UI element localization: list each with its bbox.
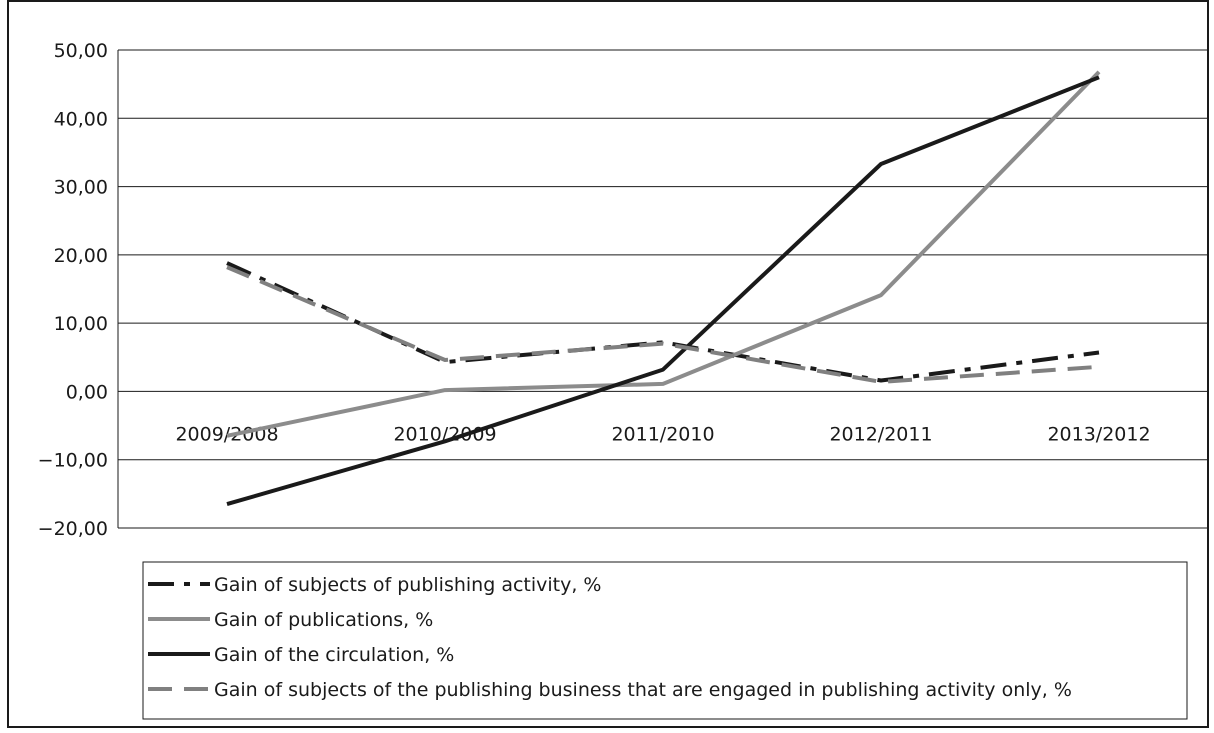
series-lines [226,70,1101,507]
gridlines [117,49,1208,529]
y-tick-label: −10,00 [38,450,108,472]
series-line-2 [226,70,1101,438]
y-tick-label: 50,00 [54,40,108,62]
x-tick-label: 2011/2010 [611,423,714,445]
y-tick-label: 40,00 [54,108,108,130]
legend-box [142,561,1188,720]
legend-label: Gain of subjects of publishing activity,… [214,574,602,596]
chart-frame [7,0,1209,728]
y-tick-label: 10,00 [54,313,108,335]
series-line-4 [226,265,1100,384]
y-tick-label: 0,00 [66,381,108,403]
outer-frame [7,0,1209,728]
series-line-3 [226,75,1100,507]
legend-label: Gain of the circulation, % [214,644,454,666]
y-tick-label: −20,00 [38,518,108,540]
legend-label: Gain of publications, % [214,609,433,631]
series-line-1 [226,261,1100,383]
legend-label: Gain of subjects of the publishing busin… [214,679,1072,701]
x-axis-ticks: 2009/2008 2010/2009 2011/2010 2012/2011 2013… [175,423,1150,445]
legend: Gain of subjects of publishing activity,… [142,561,1188,720]
x-tick-label: 2013/2012 [1047,423,1150,445]
y-tick-label: 20,00 [54,245,108,267]
y-axis-ticks: 50,00 40,00 30,00 20,00 10,00 0,00 −10,00 −20,0… [38,40,108,540]
y-tick-label: 30,00 [54,177,108,199]
x-tick-label: 2010/2009 [393,423,496,445]
x-tick-label: 2012/2011 [829,423,932,445]
